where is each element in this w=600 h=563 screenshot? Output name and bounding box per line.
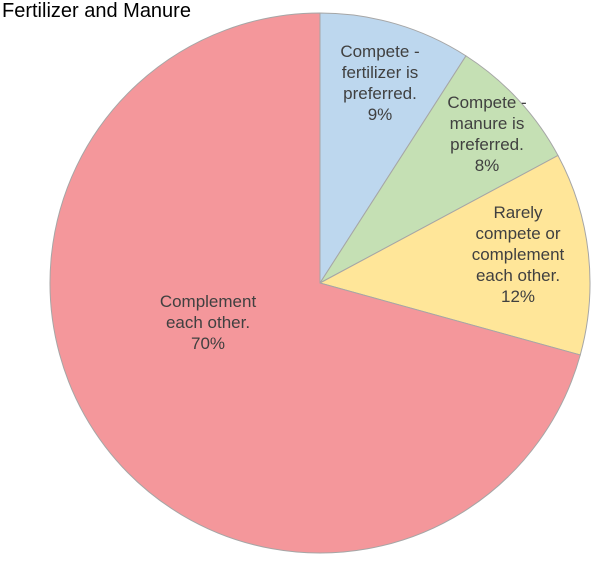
slice-label-line: Compete - [340,42,419,61]
pie-slice [318,154,591,356]
slice-percent: 8% [475,156,500,175]
slice-label-line: complement [472,245,565,264]
slice-label-line: manure is [450,114,525,133]
slice-label-line: Rarely [493,203,543,222]
pie-labels: Compete -fertilizer is preferred. 9%Compet… [160,42,565,353]
slice-percent: 70% [191,334,225,353]
chart-title: Fertilizer and Manure [2,0,191,22]
pie-slice [49,12,581,554]
slice-percent: 9% [368,105,393,124]
slice-label: Compete - manure is preferred. 8% [447,93,526,175]
slice-label-line: each other. [476,266,560,285]
slice-label-line: fertilizer is [342,63,419,82]
slice-label-line: each other. [166,313,250,332]
slice-label-line: preferred. [343,84,417,103]
slice-label-line: compete or [475,224,560,243]
pie-slices [49,12,591,554]
slice-label-line: Complement [160,292,257,311]
slice-label: Rarely compete or complement each other. 12% [472,203,565,306]
pie-slice [319,12,467,285]
pie-slice [318,55,559,285]
slice-percent: 12% [501,287,535,306]
slice-label: Complement each other. 70% [160,292,257,353]
slice-label: Compete - fertilizer is preferred. 9% [340,42,419,124]
slice-label-line: preferred. [450,135,524,154]
slice-label-line: Compete - [447,93,526,112]
